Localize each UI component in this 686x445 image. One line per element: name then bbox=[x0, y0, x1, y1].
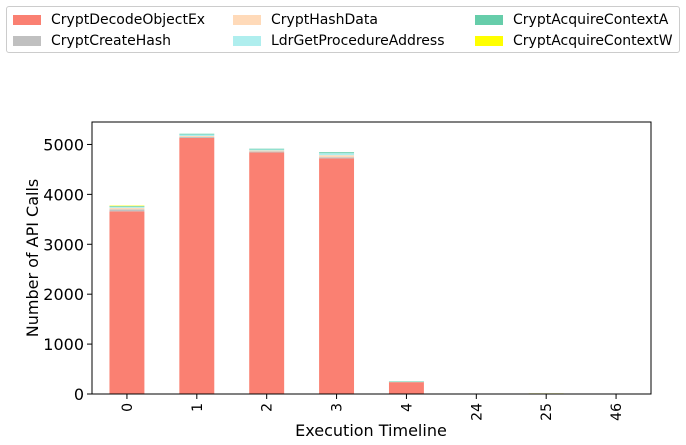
bar-segment bbox=[179, 137, 215, 394]
bar-segment bbox=[249, 148, 285, 150]
legend-item-ldrgetprocedureaddress: LdrGetProcedureAddress bbox=[233, 32, 445, 50]
bar-segment bbox=[249, 149, 285, 151]
legend-item-cryptcreatehash: CryptCreateHash bbox=[13, 32, 171, 50]
x-tick-label: 25 bbox=[539, 403, 555, 421]
legend-item-cryptdecodeobjectex: CryptDecodeObjectEx bbox=[13, 11, 205, 29]
x-tick-label: 1 bbox=[190, 403, 206, 412]
bar-segment bbox=[179, 133, 215, 135]
x-tick-label: 3 bbox=[330, 403, 346, 412]
bar-segment bbox=[249, 151, 285, 153]
y-tick-label: 4000 bbox=[43, 185, 84, 204]
legend-label: CryptDecodeObjectEx bbox=[51, 12, 206, 28]
legend-label: LdrGetProcedureAddress bbox=[271, 33, 445, 49]
bar-segment bbox=[319, 157, 355, 159]
plot-frame bbox=[91, 121, 652, 395]
bar-segment bbox=[388, 381, 424, 382]
bar-segment bbox=[109, 205, 145, 207]
legend-label: CryptHashData bbox=[271, 12, 378, 28]
chart-legend: CryptDecodeObjectEx CryptCreateHash Cryp… bbox=[6, 6, 680, 53]
x-tick-label: 0 bbox=[120, 403, 136, 412]
bar-segment bbox=[179, 134, 215, 136]
x-tick-label: 4 bbox=[399, 403, 415, 412]
x-tick-label: 46 bbox=[609, 403, 625, 421]
bar-segment bbox=[319, 155, 355, 158]
legend-item-crypthashdata: CryptHashData bbox=[233, 11, 378, 29]
legend-label: CryptAcquireContextA bbox=[513, 12, 669, 28]
legend-swatch bbox=[13, 15, 41, 25]
x-tick-label: 24 bbox=[469, 403, 485, 421]
legend-swatch bbox=[233, 36, 261, 46]
bar-segment bbox=[319, 153, 355, 156]
legend-item-cryptacquirecontexta: CryptAcquireContextA bbox=[475, 11, 668, 29]
x-axis-label: Execution Timeline bbox=[295, 421, 447, 440]
y-axis-label: Number of API Calls bbox=[23, 179, 42, 337]
bar-segment bbox=[109, 206, 145, 208]
bar-segment bbox=[179, 136, 215, 138]
y-tick-label: 5000 bbox=[43, 135, 84, 154]
legend-label: CryptAcquireContextW bbox=[513, 33, 673, 49]
y-tick-label: 1000 bbox=[43, 335, 84, 354]
legend-swatch bbox=[475, 36, 503, 46]
bar-segment bbox=[388, 382, 424, 394]
bar-segment bbox=[249, 152, 285, 394]
bar-segment bbox=[179, 135, 215, 137]
bars-group bbox=[109, 133, 564, 394]
legend-swatch bbox=[233, 15, 261, 25]
legend-swatch bbox=[13, 36, 41, 46]
bar-segment bbox=[109, 211, 145, 394]
y-tick-label: 3000 bbox=[43, 235, 84, 254]
bar-segment bbox=[249, 150, 285, 152]
legend-swatch bbox=[475, 15, 503, 25]
bar-segment bbox=[109, 209, 145, 212]
y-tick-label: 0 bbox=[74, 385, 84, 404]
bar-segment bbox=[109, 206, 145, 207]
y-axis: 0 1000 2000 3000 4000 5000 bbox=[43, 135, 92, 404]
bar-segment bbox=[319, 152, 355, 154]
legend-label: CryptCreateHash bbox=[51, 33, 171, 49]
bar-segment bbox=[109, 207, 145, 210]
bar-segment bbox=[319, 158, 355, 394]
x-tick-label: 2 bbox=[260, 403, 276, 412]
legend-item-cryptacquirecontextw: CryptAcquireContextW bbox=[475, 32, 673, 50]
x-axis: 0 1 2 3 4 24 25 46 bbox=[120, 394, 625, 421]
y-tick-label: 2000 bbox=[43, 285, 84, 304]
